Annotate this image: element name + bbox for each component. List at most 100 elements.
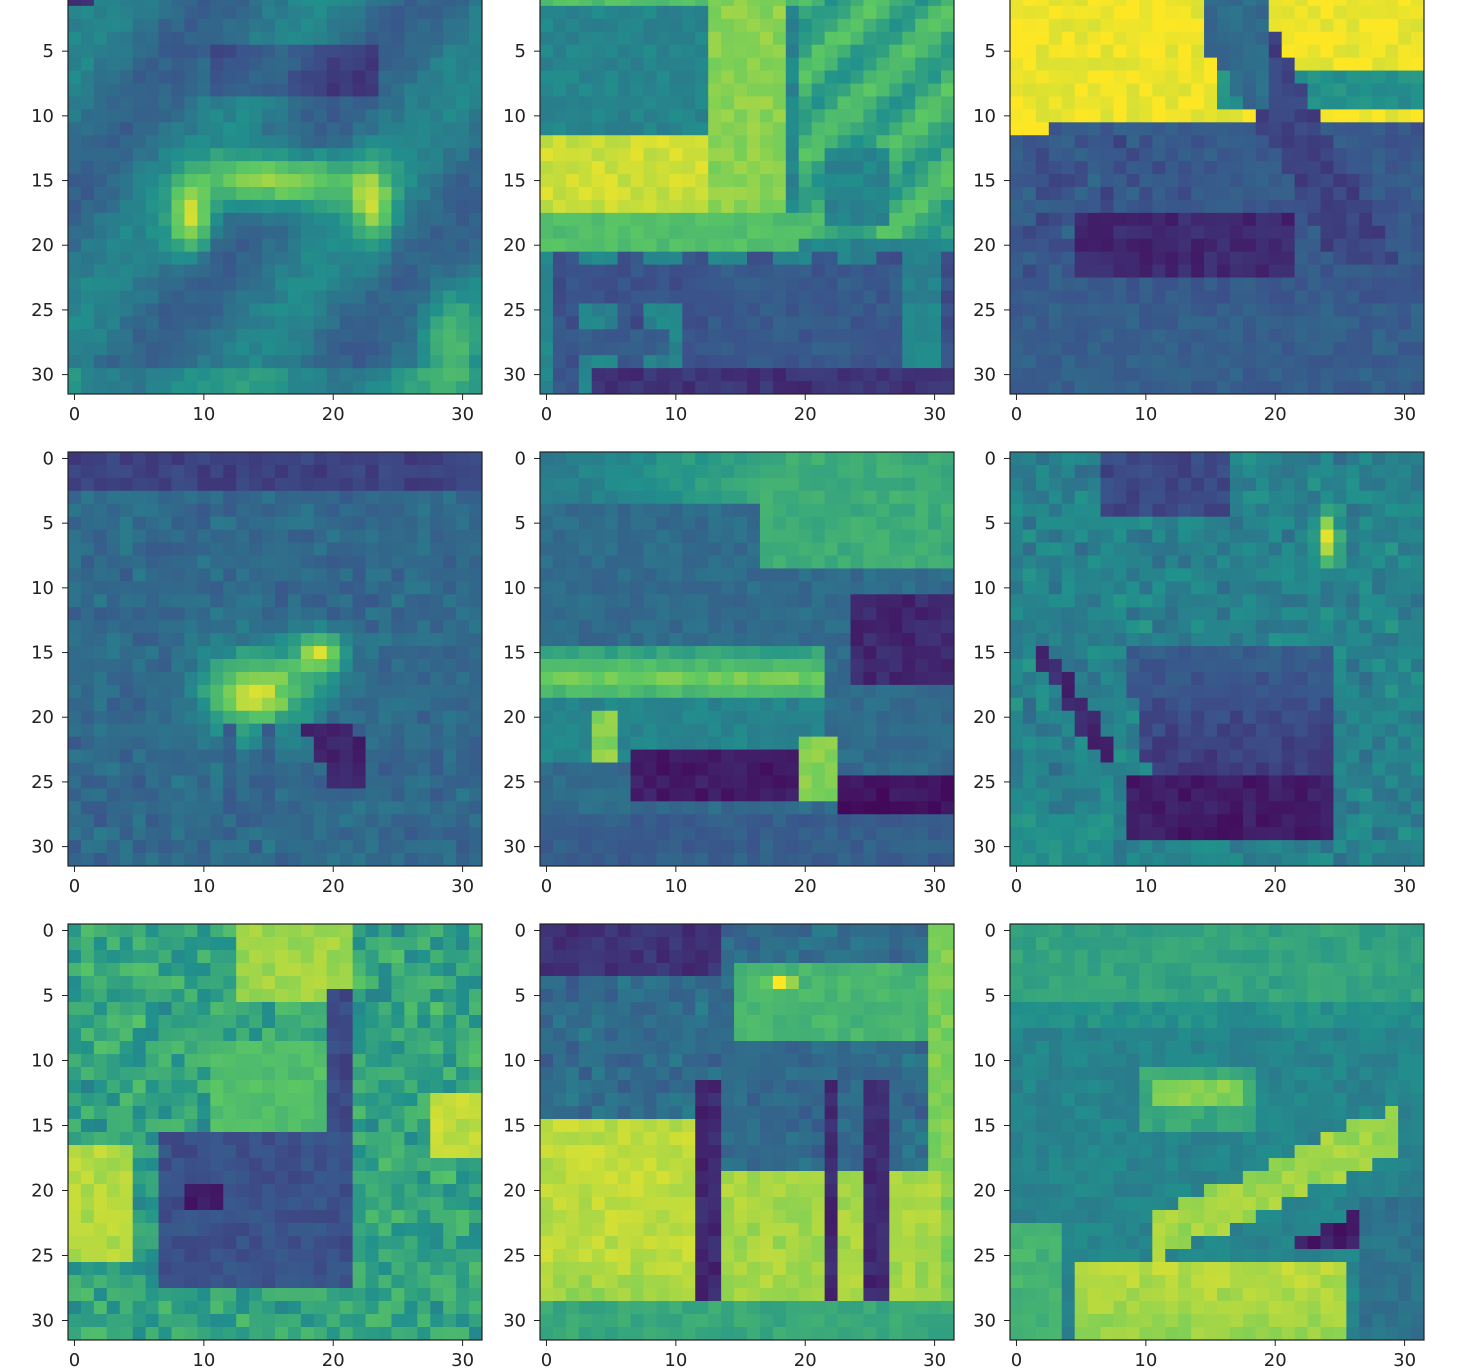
heatmap-cell (773, 316, 787, 330)
heatmap-cell (851, 556, 865, 570)
heatmap-cell (540, 698, 554, 712)
heatmap-cell (275, 148, 289, 162)
heatmap-cell (94, 672, 108, 686)
heatmap-cell (695, 187, 709, 201)
heatmap-cell (1321, 303, 1335, 317)
heatmap-cell (656, 45, 670, 59)
heatmap-cell (851, 633, 865, 647)
heatmap-cell (1398, 381, 1412, 395)
heatmap-cell (417, 329, 431, 343)
heatmap-cell (1269, 187, 1283, 201)
heatmap-cell (1088, 291, 1102, 305)
heatmap-cell (540, 685, 554, 699)
heatmap-cell (1217, 329, 1231, 343)
heatmap-cell (889, 148, 903, 162)
heatmap-cell (223, 775, 237, 789)
heatmap-cell (133, 71, 147, 85)
heatmap-cell (288, 71, 302, 85)
heatmap-cell (1126, 252, 1140, 266)
heatmap-cell (760, 737, 774, 751)
heatmap-cell (430, 801, 444, 815)
heatmap-cell (786, 6, 800, 20)
heatmap-cell (592, 278, 606, 292)
heatmap-cell (249, 368, 263, 382)
heatmap-cell (618, 71, 632, 85)
heatmap-cell (669, 543, 683, 557)
x-tick-label: 30 (451, 404, 474, 425)
heatmap-cell (1178, 342, 1192, 356)
heatmap-cell (314, 698, 328, 712)
heatmap-cell (721, 239, 735, 253)
heatmap-cell (1243, 58, 1257, 72)
heatmap-cell (133, 711, 147, 725)
heatmap-cell (1359, 174, 1373, 188)
heatmap-cell (379, 724, 393, 738)
heatmap-cell (1023, 226, 1037, 240)
heatmap-cell (443, 32, 457, 46)
heatmap-cell (107, 853, 121, 867)
heatmap-cell (288, 342, 302, 356)
heatmap-cell (391, 556, 405, 570)
heatmap-cell (288, 96, 302, 110)
heatmap-cell (404, 607, 418, 621)
heatmap-cell (773, 342, 787, 356)
heatmap-cell (469, 517, 483, 531)
heatmap-cell (172, 620, 186, 634)
heatmap-cell (863, 32, 877, 46)
heatmap-cell (262, 750, 276, 764)
heatmap-cell (553, 213, 567, 227)
heatmap-cell (1049, 135, 1063, 149)
heatmap-cell (133, 19, 147, 33)
heatmap-cell (851, 659, 865, 673)
heatmap-cell (851, 96, 865, 110)
heatmap-cell (1165, 316, 1179, 330)
heatmap-cell (1101, 174, 1115, 188)
heatmap-cell (107, 517, 121, 531)
heatmap-cell (941, 646, 955, 660)
heatmap-cell (327, 827, 341, 841)
heatmap-cell (1256, 161, 1270, 175)
heatmap-cell (902, 491, 916, 505)
heatmap-cell (941, 278, 955, 292)
heatmap-cell (579, 316, 593, 330)
heatmap-cell (236, 19, 250, 33)
heatmap-cell (941, 226, 955, 240)
heatmap-cell (184, 45, 198, 59)
heatmap-cell (1295, 45, 1309, 59)
heatmap-cell (786, 316, 800, 330)
heatmap-cell (404, 71, 418, 85)
heatmap-cell (314, 788, 328, 802)
heatmap-cell (94, 239, 108, 253)
heatmap-cell (366, 517, 380, 531)
heatmap-cell (851, 135, 865, 149)
heatmap-cell (340, 853, 354, 867)
heatmap-cell (288, 226, 302, 240)
heatmap-cell (159, 788, 173, 802)
heatmap-cell (172, 135, 186, 149)
heatmap-cell (889, 291, 903, 305)
heatmap-cell (133, 303, 147, 317)
heatmap-cell (708, 491, 722, 505)
heatmap-cell (210, 556, 224, 570)
heatmap-cell (799, 96, 813, 110)
heatmap-cell (876, 148, 890, 162)
heatmap-cell (107, 342, 121, 356)
heatmap-cell (301, 568, 315, 582)
heatmap-cell (605, 187, 619, 201)
heatmap-cell (566, 543, 580, 557)
heatmap-cell (443, 581, 457, 595)
heatmap-cell (863, 239, 877, 253)
heatmap-cell (747, 594, 761, 608)
heatmap-cell (391, 620, 405, 634)
heatmap-cell (469, 84, 483, 98)
heatmap-cell (928, 517, 942, 531)
heatmap-cell (889, 491, 903, 505)
heatmap-cell (120, 96, 134, 110)
heatmap-cell (799, 226, 813, 240)
heatmap-cell (566, 329, 580, 343)
heatmap-cell (417, 491, 431, 505)
heatmap-cell (379, 556, 393, 570)
heatmap-cell (1088, 0, 1102, 6)
heatmap-cell (1126, 187, 1140, 201)
heatmap-cell (1114, 355, 1128, 369)
